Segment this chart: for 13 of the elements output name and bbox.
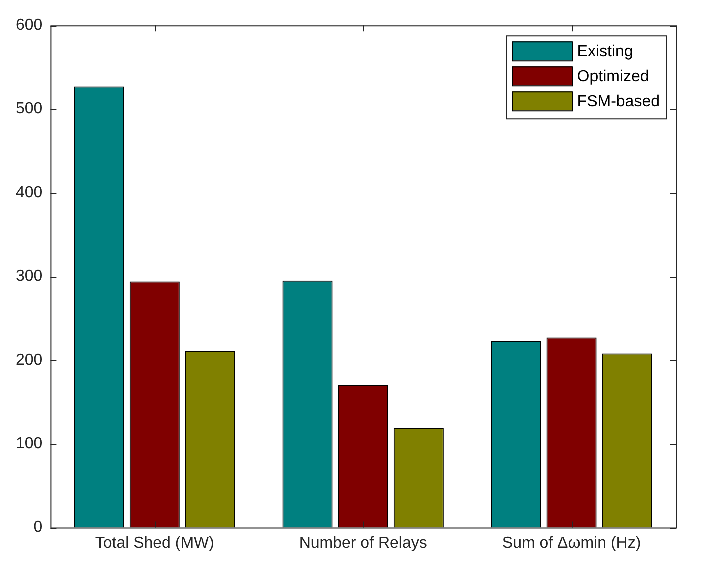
y-tick-label: 200 — [16, 352, 43, 369]
y-tick-label: 0 — [34, 519, 43, 536]
x-tick-label: Sum of Δωmin (Hz) — [502, 534, 642, 552]
y-tick-label: 500 — [16, 100, 43, 118]
y-tick-label: 400 — [16, 184, 43, 202]
legend-label: Optimized — [577, 68, 650, 86]
legend-label: FSM-based — [577, 94, 660, 111]
x-tick-label: Number of Relays — [299, 534, 428, 552]
x-tick-label: Total Shed (MW) — [95, 534, 214, 552]
legend-label: Existing — [577, 44, 634, 61]
y-tick-label: 100 — [16, 436, 43, 453]
y-tick-label: 300 — [16, 268, 43, 286]
y-tick-label: 600 — [16, 17, 43, 34]
